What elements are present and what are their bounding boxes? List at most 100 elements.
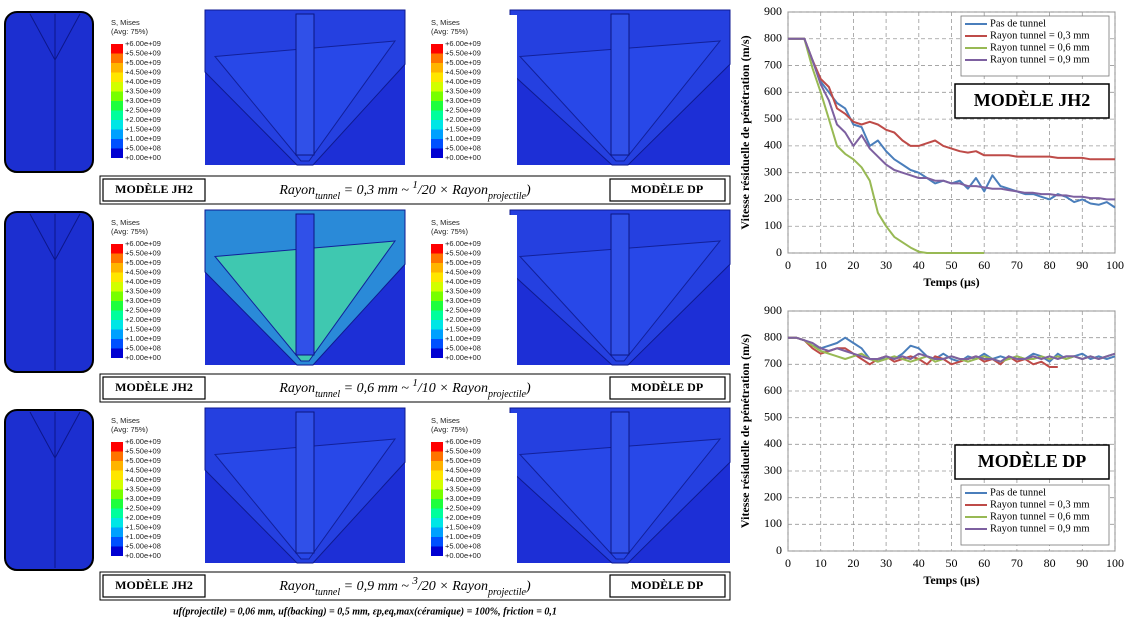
x-tick-label: 0: [785, 258, 791, 272]
color-band: [111, 120, 123, 130]
y-tick-label: 600: [764, 383, 782, 397]
formula-part: × Rayon: [436, 381, 488, 396]
y-tick-label: 400: [764, 138, 782, 152]
model-box: [609, 574, 726, 598]
model-box: [609, 178, 726, 202]
legend-label: +0.00e+00: [125, 353, 161, 362]
legend-label: Rayon tunnel = 0,3 mm: [990, 30, 1090, 41]
legend-label: +1.00e+09: [445, 134, 481, 143]
x-tick-label: 60: [978, 556, 990, 570]
color-band: [111, 301, 123, 311]
color-band: [431, 499, 443, 509]
formula-part: Rayon: [278, 183, 315, 198]
legend-label: +2.00e+09: [125, 315, 161, 324]
y-tick-label: 800: [764, 31, 782, 45]
model-label: MODÈLE DP: [631, 380, 703, 394]
model-label: MODÈLE JH2: [115, 380, 193, 394]
legend-label: +5.50e+09: [445, 446, 481, 455]
legend-label: Rayon tunnel = 0,3 mm: [990, 499, 1090, 510]
color-band: [431, 291, 443, 301]
legend-label: +0.00e+00: [445, 353, 481, 362]
legend-label: +1.50e+09: [125, 324, 161, 333]
annotation: MODÈLE DP: [978, 450, 1087, 471]
legend-label: +0.00e+00: [445, 153, 481, 162]
color-band: [111, 461, 123, 471]
color-band: [431, 110, 443, 120]
series-line: [788, 37, 985, 254]
legend-label: +1.50e+09: [445, 522, 481, 531]
x-tick-label: 20: [847, 258, 859, 272]
y-tick-label: 0: [776, 245, 782, 259]
color-band: [111, 470, 123, 480]
color-band: [431, 546, 443, 556]
color-band: [431, 82, 443, 92]
fe-projectile: [295, 13, 315, 156]
legend-label: +6.00e+09: [445, 437, 481, 446]
formula-part: /20: [417, 579, 436, 594]
legend-label: +2.00e+09: [445, 513, 481, 522]
color-band: [111, 518, 123, 528]
color-band: [431, 320, 443, 330]
y-tick-label: 100: [764, 516, 782, 530]
color-band: [111, 282, 123, 292]
color-band: [431, 537, 443, 547]
color-band: [431, 53, 443, 63]
legend-label: +3.50e+09: [445, 286, 481, 295]
color-band: [111, 508, 123, 518]
y-tick-label: 800: [764, 329, 782, 343]
x-axis-label: Temps (µs): [923, 573, 979, 587]
color-band: [111, 310, 123, 320]
legend-label: +2.50e+09: [445, 503, 481, 512]
legend-label: +3.00e+09: [445, 494, 481, 503]
legend-label: +6.00e+09: [125, 437, 161, 446]
annotation: MODÈLE JH2: [974, 89, 1091, 110]
y-tick-label: 300: [764, 164, 782, 178]
x-tick-label: 10: [815, 556, 827, 570]
formula-part: ): [525, 381, 531, 396]
legend-label: +3.50e+09: [125, 86, 161, 95]
legend-title: S, Mises: [431, 18, 460, 27]
formula-part: = 0,6 mm ~: [340, 381, 412, 396]
color-band: [111, 63, 123, 73]
color-band: [431, 253, 443, 263]
x-tick-label: 0: [785, 556, 791, 570]
formula: Rayontunnel = 0,6 mm ~ 1/10 × Rayonproje…: [278, 377, 531, 400]
legend-avg: (Avg: 75%): [431, 425, 468, 434]
y-axis-label: Vitesse résiduelle de pénétration (m/s): [738, 334, 752, 528]
legend-label: +3.00e+09: [125, 96, 161, 105]
formula-part: 1: [412, 179, 418, 191]
legend-label: +2.50e+09: [445, 305, 481, 314]
color-band: [431, 461, 443, 471]
color-band: [431, 451, 443, 461]
legend-avg: (Avg: 75%): [431, 227, 468, 236]
legend-label: Pas de tunnel: [990, 18, 1046, 29]
color-band: [111, 139, 123, 149]
legend-label: +2.00e+09: [445, 115, 481, 124]
color-band: [111, 527, 123, 537]
color-band: [431, 129, 443, 139]
y-tick-label: 900: [764, 303, 782, 317]
color-band: [111, 263, 123, 273]
formula-part: Rayon: [278, 579, 315, 594]
legend-label: +2.00e+09: [445, 315, 481, 324]
formula-part: projectile: [487, 389, 527, 400]
x-tick-label: 30: [880, 556, 892, 570]
color-band: [431, 348, 443, 358]
color-band: [431, 91, 443, 101]
color-band: [111, 72, 123, 82]
color-band: [431, 148, 443, 158]
legend-label: +4.50e+09: [125, 67, 161, 76]
legend-title: S, Mises: [431, 416, 460, 425]
formula-part: = 0,3 mm ~: [340, 183, 412, 198]
color-band: [431, 272, 443, 282]
x-tick-label: 60: [978, 258, 990, 272]
color-band: [111, 110, 123, 120]
legend-label: +0.00e+00: [445, 551, 481, 560]
x-tick-label: 40: [913, 556, 925, 570]
x-tick-label: 40: [913, 258, 925, 272]
legend-label: +5.00e+08: [125, 541, 161, 550]
series-line: [788, 37, 1115, 201]
model-label: MODÈLE DP: [631, 578, 703, 592]
legend-label: +5.50e+09: [445, 48, 481, 57]
legend-label: Rayon tunnel = 0,9 mm: [990, 523, 1090, 534]
